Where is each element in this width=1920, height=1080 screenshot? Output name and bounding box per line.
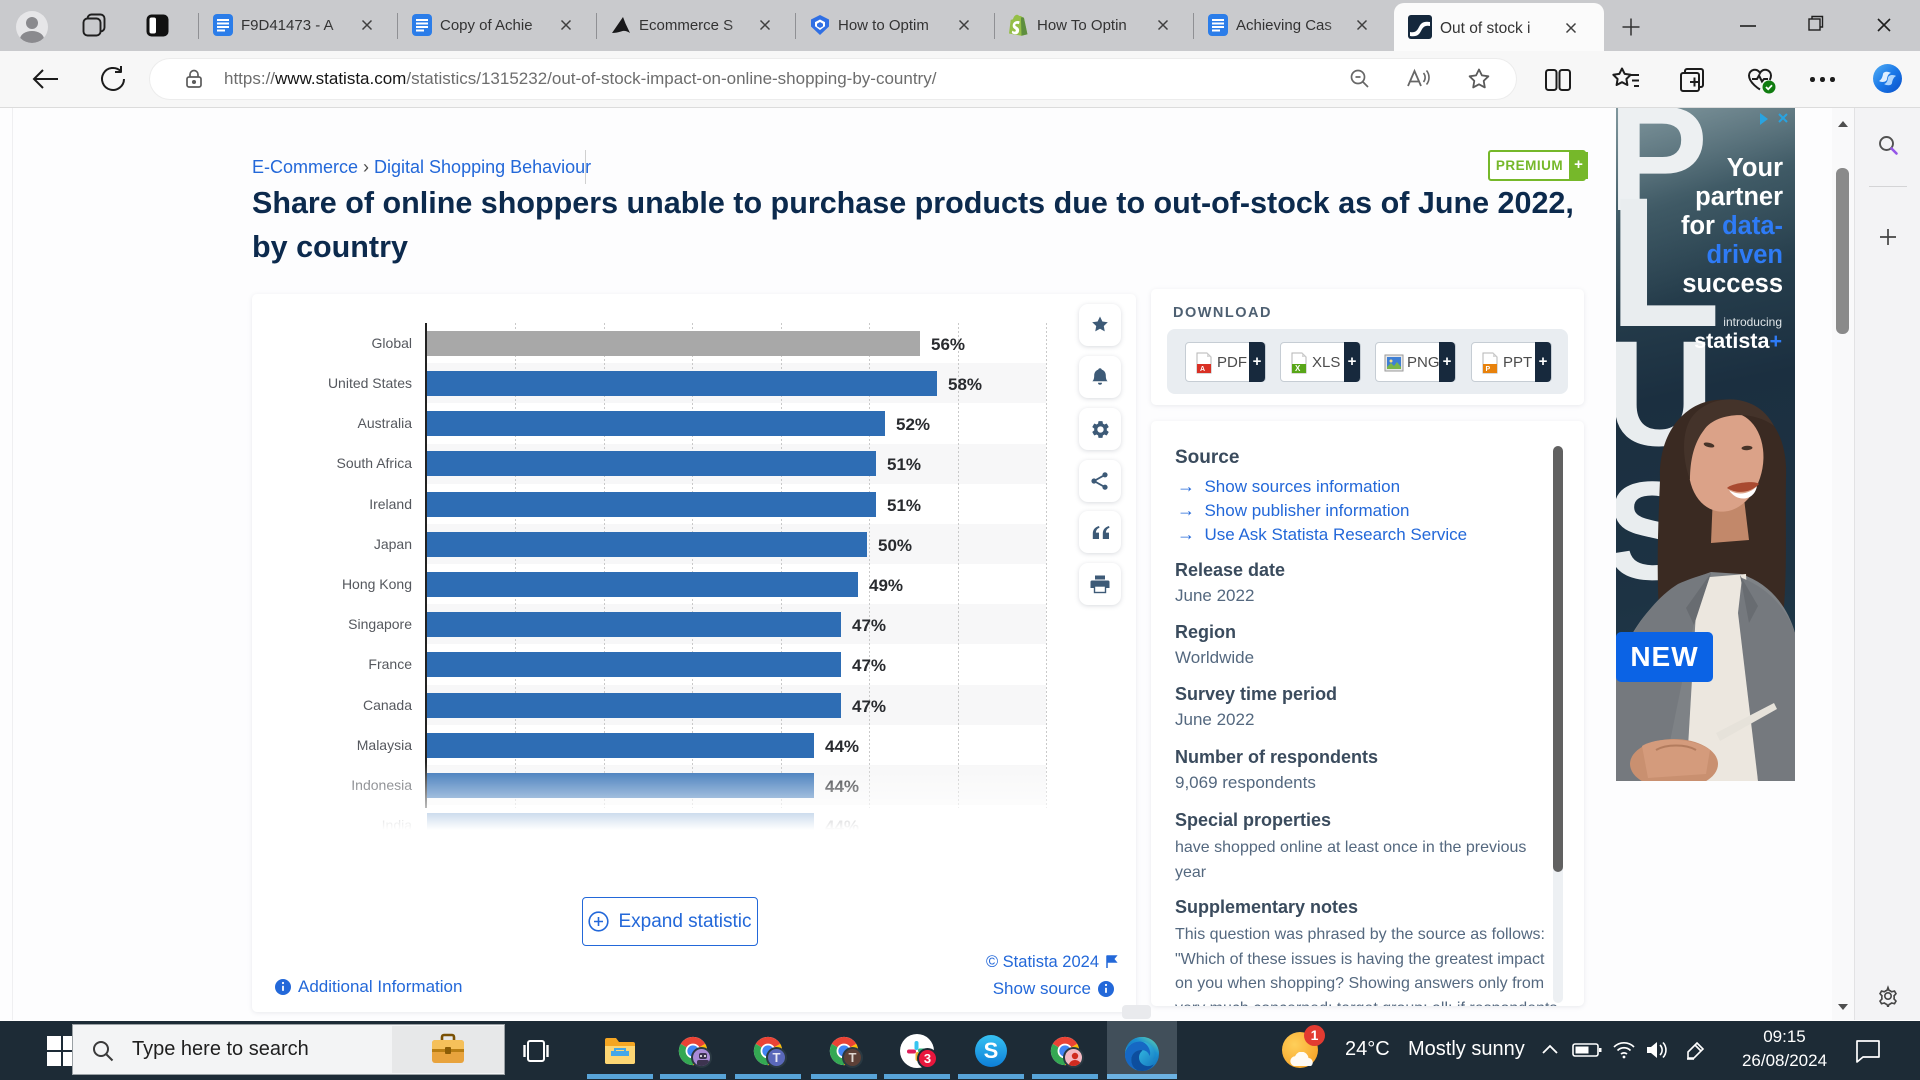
svg-text:A: A	[1200, 366, 1205, 373]
svg-text:P: P	[1486, 366, 1491, 373]
svg-text:X: X	[1295, 364, 1301, 373]
